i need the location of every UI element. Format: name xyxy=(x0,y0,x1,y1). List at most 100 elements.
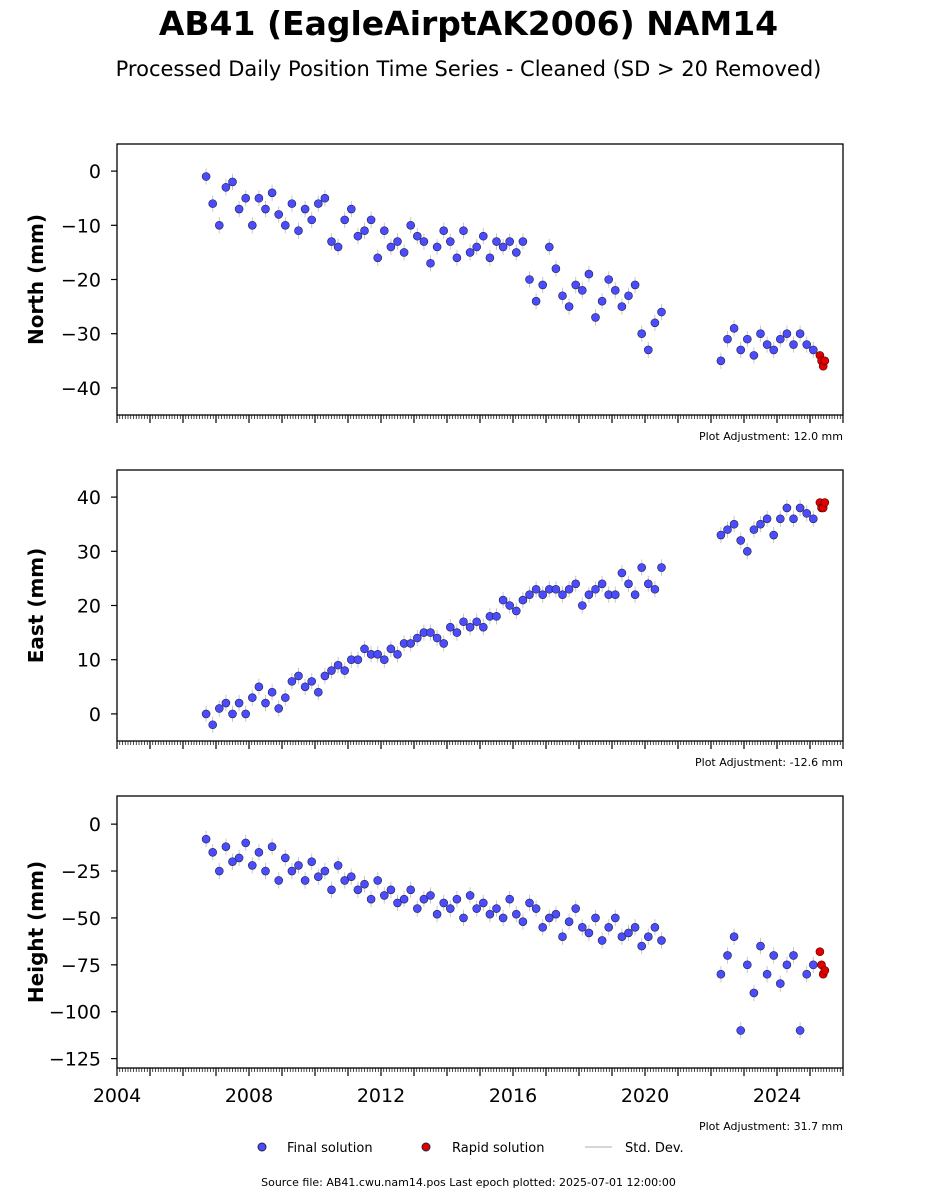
final-point xyxy=(802,969,812,979)
final-point xyxy=(373,253,383,263)
final-point xyxy=(729,323,739,333)
final-point xyxy=(360,226,369,236)
legend-rapid-marker xyxy=(421,1142,431,1152)
final-point xyxy=(723,951,732,960)
legend-final-marker xyxy=(257,1142,267,1152)
final-point xyxy=(254,193,264,203)
final-point xyxy=(221,698,231,708)
final-point xyxy=(789,951,798,960)
final-point xyxy=(432,909,442,919)
final-point xyxy=(551,584,561,594)
final-point xyxy=(657,563,666,572)
final-point xyxy=(558,291,567,301)
final-point xyxy=(248,693,257,702)
final-point xyxy=(465,248,475,257)
panel-2: 0 10 20 30 40 East (mm) Plot Adjustment: -12.6… xyxy=(24,469,844,769)
plot-adjustment: Plot Adjustment: 31.7 mm xyxy=(699,1120,843,1133)
final-point xyxy=(564,584,574,594)
final-point xyxy=(307,215,317,225)
final-point xyxy=(643,345,653,355)
final-point xyxy=(320,193,330,203)
final-point xyxy=(406,221,416,230)
x-tick-label: 2016 xyxy=(489,1085,537,1107)
final-point xyxy=(419,894,429,904)
final-point xyxy=(492,237,501,246)
final-point xyxy=(630,590,640,599)
final-point xyxy=(201,172,211,181)
final-point xyxy=(228,857,237,866)
final-point xyxy=(340,666,350,675)
final-point xyxy=(802,509,812,518)
final-point xyxy=(267,842,277,851)
final-point xyxy=(584,590,594,599)
final-point xyxy=(294,861,303,870)
final-point xyxy=(782,960,792,970)
final-point xyxy=(327,237,336,246)
final-point xyxy=(498,242,508,252)
final-point xyxy=(610,590,620,599)
final-point xyxy=(577,601,587,610)
final-point xyxy=(617,302,627,311)
final-point xyxy=(775,979,785,988)
final-point xyxy=(452,253,462,263)
final-point xyxy=(406,885,416,895)
final-point xyxy=(360,644,369,654)
final-point xyxy=(300,204,310,214)
final-point xyxy=(300,876,310,885)
x-tick-label: 2004 xyxy=(93,1085,141,1107)
final-point xyxy=(439,639,449,648)
final-point xyxy=(577,923,587,932)
final-point xyxy=(439,226,449,236)
final-point xyxy=(531,296,541,306)
final-point xyxy=(723,525,732,534)
final-point xyxy=(353,885,363,895)
y-tick-label: 0 xyxy=(89,814,101,836)
final-point xyxy=(465,891,475,900)
final-point xyxy=(789,514,798,524)
y-tick-label: −30 xyxy=(61,324,101,346)
x-tick-label: 2020 xyxy=(621,1085,669,1107)
final-point xyxy=(657,936,666,945)
final-point xyxy=(393,237,402,246)
final-point xyxy=(426,628,435,637)
final-point xyxy=(274,210,284,219)
final-point xyxy=(571,579,581,589)
final-point xyxy=(643,579,653,589)
final-point xyxy=(485,253,495,263)
y-axis-label: East (mm) xyxy=(24,548,48,664)
final-point xyxy=(538,280,548,290)
final-point xyxy=(511,248,521,257)
final-point xyxy=(432,633,442,643)
final-point xyxy=(208,199,217,208)
final-point xyxy=(630,923,640,932)
final-point xyxy=(538,923,548,932)
final-point xyxy=(769,345,779,355)
final-point xyxy=(287,677,297,686)
final-point xyxy=(518,917,528,926)
legend-rapid-label: Rapid solution xyxy=(452,1141,544,1156)
final-point xyxy=(201,709,211,719)
final-point xyxy=(373,649,383,659)
final-point xyxy=(505,601,515,610)
final-point xyxy=(617,568,627,578)
final-point xyxy=(564,302,574,311)
final-point xyxy=(386,885,396,895)
y-axis-label: North (mm) xyxy=(24,214,48,345)
final-point xyxy=(624,579,633,589)
final-point xyxy=(525,898,534,908)
final-point xyxy=(637,941,647,951)
y-tick-label: −10 xyxy=(61,215,101,237)
final-point xyxy=(518,595,528,605)
final-point xyxy=(742,334,752,344)
final-point xyxy=(412,633,422,643)
final-point xyxy=(749,525,759,534)
final-point xyxy=(716,969,726,979)
rapid-point xyxy=(820,356,830,366)
final-point xyxy=(346,872,356,881)
final-point xyxy=(280,853,290,863)
final-point xyxy=(610,286,620,295)
final-point xyxy=(478,622,488,632)
final-point xyxy=(564,917,574,926)
final-point xyxy=(215,221,224,230)
legend-std-label: Std. Dev. xyxy=(625,1141,684,1156)
